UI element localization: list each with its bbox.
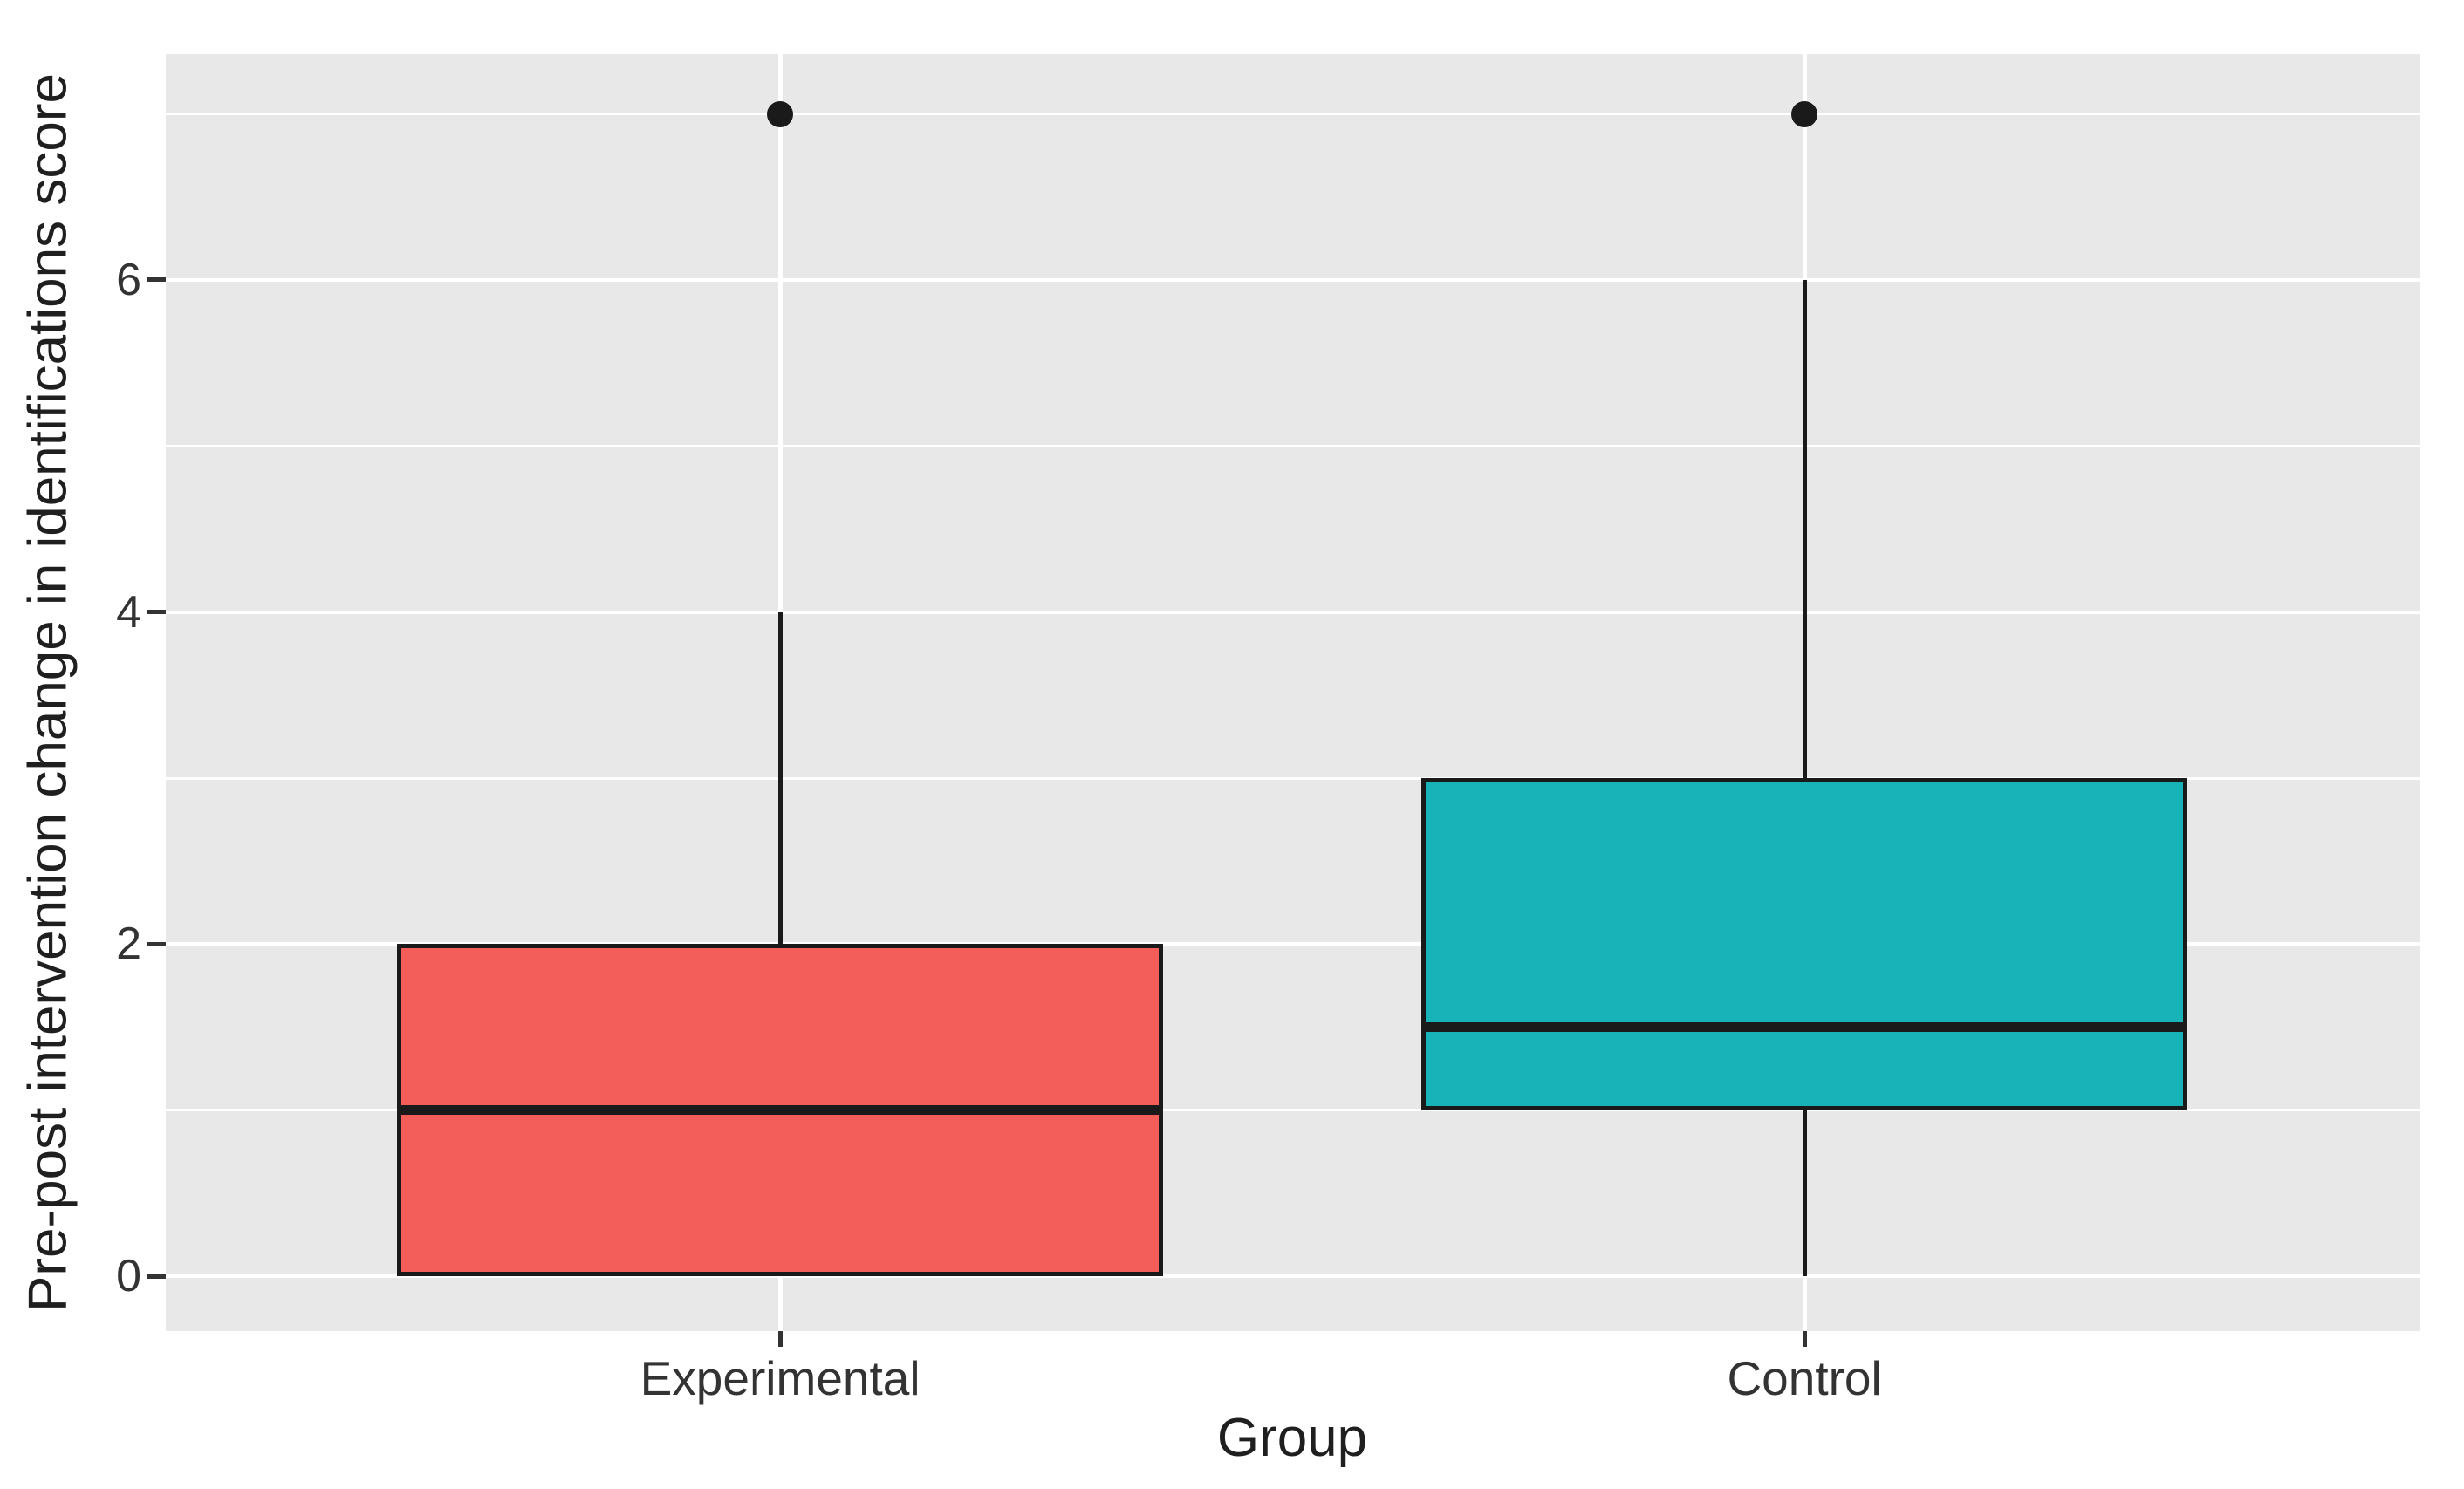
y-tick-label: 0 [116,1251,141,1302]
gridline-major-h [166,277,2420,282]
x-tick-label-experimental: Experimental [640,1351,921,1405]
gridline-minor-h [166,113,2420,116]
gridline-minor-h [166,776,2420,780]
boxplot-box-control [1421,778,2188,1110]
whisker-lower-control [1802,1110,1807,1277]
x-tick-mark [777,1331,783,1347]
y-tick-label: 4 [116,586,141,638]
gridline-minor-h [166,444,2420,447]
y-tick-mark [147,941,166,946]
whisker-upper-experimental [777,611,783,945]
outlier-point-experimental [767,100,794,127]
y-tick-label: 2 [116,919,141,970]
y-tick-mark [147,1274,166,1279]
median-line-experimental [397,1105,1164,1116]
y-tick-mark [147,277,166,283]
y-tick-label: 6 [116,254,141,305]
whisker-upper-control [1802,279,1807,779]
x-tick-mark [1802,1331,1807,1347]
gridline-major-h [166,1274,2420,1279]
outlier-point-control [1791,100,1818,127]
gridline-minor-h [166,1109,2420,1112]
gridline-major-h [166,610,2420,614]
median-line-control [1421,1022,2188,1033]
y-tick-mark [147,610,166,615]
x-axis-title: Group [1216,1408,1368,1468]
gridline-major-h [166,942,2420,946]
plot-panel [166,54,2420,1331]
x-tick-label-control: Control [1727,1351,1882,1405]
y-axis-title: Pre-post intervention change in identifi… [17,73,79,1312]
